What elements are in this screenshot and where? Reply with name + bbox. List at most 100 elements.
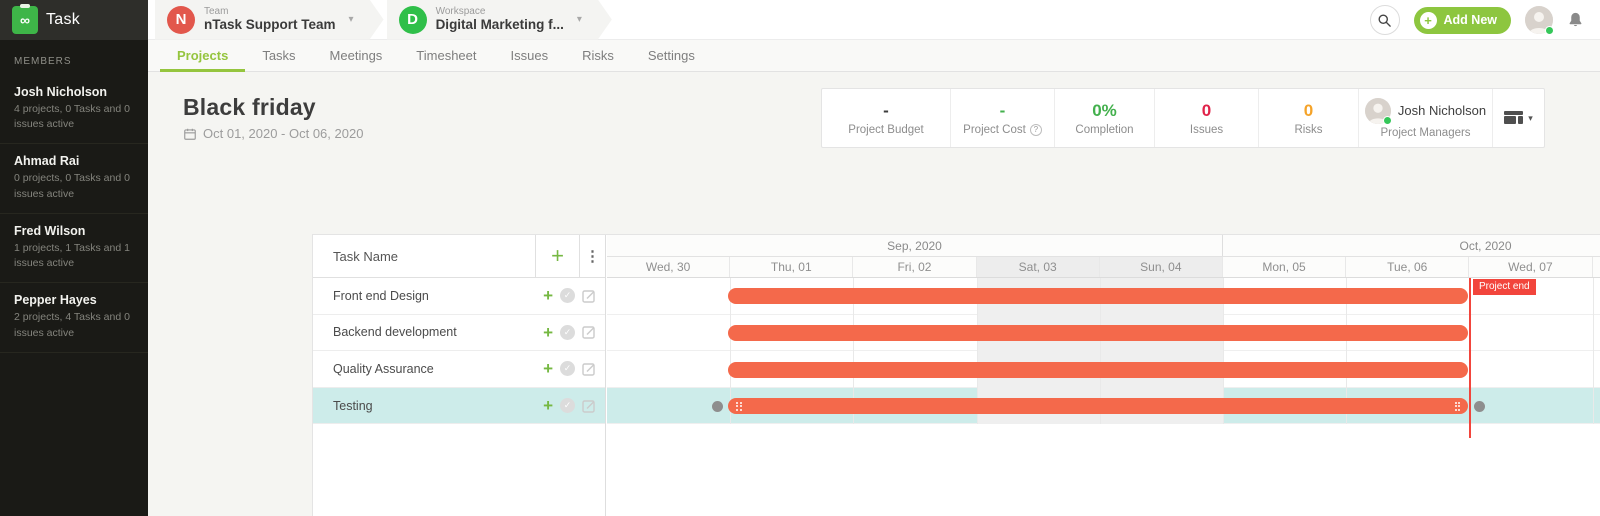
member-detail: 1 projects, 1 Tasks and 1 issues active [14, 241, 130, 270]
day-header-cell-weekend: Sun, 04 [1099, 257, 1223, 277]
edit-task-icon[interactable] [582, 325, 596, 340]
ntask-logo[interactable]: ∞ Task [0, 0, 148, 40]
complete-task-icon[interactable]: ✓ [560, 398, 575, 414]
gantt-menu-button[interactable]: ⋮ [579, 235, 605, 277]
add-new-label: Add New [1443, 13, 1497, 27]
stat-label: Project Budget [848, 123, 924, 136]
stat-label: Project Managers [1380, 126, 1471, 139]
tab-timesheet[interactable]: Timesheet [416, 48, 477, 63]
bar-link-handle-right[interactable] [1474, 400, 1485, 412]
member-list-item[interactable]: Pepper Hayes 2 projects, 4 Tasks and 0 i… [0, 283, 148, 353]
manager-name: Josh Nicholson [1397, 103, 1487, 118]
team-avatar: N [167, 6, 195, 34]
gantt-bar-front-end-design[interactable] [728, 288, 1468, 305]
day-header-cell: Fri, 02 [853, 257, 977, 277]
tab-projects[interactable]: Projects [160, 40, 246, 72]
team-selector[interactable]: N Team nTask Support Team ▾ [155, 0, 384, 40]
member-list-item[interactable]: Josh Nicholson 4 projects, 0 Tasks and 0… [0, 75, 148, 145]
timeline-month-header: Sep, 2020 Oct, 2020 [607, 235, 1600, 257]
help-icon[interactable]: ? [1029, 123, 1042, 136]
stat-value: 0 [1303, 100, 1314, 120]
gantt-task-panel-header: Task Name + ⋮ [313, 235, 605, 278]
page-title: Black friday [183, 94, 316, 120]
online-status-dot [1545, 26, 1554, 35]
user-avatar[interactable] [1525, 6, 1554, 35]
project-date-range: Oct 01, 2020 - Oct 06, 2020 [183, 126, 363, 141]
member-detail: 4 projects, 0 Tasks and 0 issues active [14, 103, 130, 131]
calendar-icon [184, 128, 196, 140]
task-row[interactable]: Quality Assurance + ✓ [313, 351, 605, 388]
online-status-dot [1382, 115, 1392, 125]
tab-issues[interactable]: Issues [510, 48, 549, 63]
gantt-chart: Task Name + ⋮ Front end Design + ✓ Backe… [312, 234, 1600, 516]
member-name: Josh Nicholson [14, 85, 108, 99]
members-section-label: MEMBERS [14, 56, 72, 67]
tab-risks[interactable]: Risks [582, 48, 614, 63]
edit-task-icon[interactable] [582, 399, 596, 413]
complete-task-icon[interactable]: ✓ [560, 361, 575, 377]
edit-task-icon[interactable] [582, 289, 596, 303]
add-subtask-icon[interactable]: + [543, 286, 553, 306]
add-task-button[interactable]: + [535, 235, 579, 277]
task-name: Testing [333, 398, 373, 413]
add-subtask-icon[interactable]: + [543, 396, 553, 416]
member-list-item[interactable]: Fred Wilson 1 projects, 1 Tasks and 1 is… [0, 214, 148, 284]
gantt-bar-quality-assurance[interactable] [728, 361, 1468, 378]
add-new-button[interactable]: + Add New [1413, 6, 1511, 34]
gantt-timeline: Sep, 2020 Oct, 2020 Wed, 30 Thu, 01 Fri,… [607, 235, 1600, 516]
workspace-selector[interactable]: D Workspace Digital Marketing f... ▾ [387, 0, 612, 40]
stat-label: Risks [1294, 123, 1323, 136]
team-name: nTask Support Team [204, 17, 336, 33]
workspace-tabs: Projects Tasks Meetings Timesheet Issues… [148, 40, 1600, 72]
complete-task-icon[interactable]: ✓ [560, 288, 575, 304]
member-list-item[interactable]: Ahmad Rai 0 projects, 0 Tasks and 0 issu… [0, 144, 148, 214]
search-icon [1378, 14, 1391, 27]
day-header-cell: Wed, 30 [607, 257, 731, 277]
member-name: Ahmad Rai [14, 154, 80, 169]
stat-value: - [883, 100, 889, 120]
search-button[interactable] [1369, 5, 1400, 35]
bar-resize-handle-left[interactable] [736, 401, 742, 411]
task-row[interactable]: Front end Design + ✓ [313, 278, 605, 315]
workspace-name: Digital Marketing f... [435, 17, 564, 33]
day-header-cell: Tue, 06 [1346, 257, 1470, 277]
day-header-cell-weekend: Sat, 03 [976, 257, 1100, 277]
add-subtask-icon[interactable]: + [543, 322, 553, 342]
add-subtask-icon[interactable]: + [543, 359, 553, 379]
notifications-button[interactable] [1567, 11, 1584, 29]
complete-task-icon[interactable]: ✓ [560, 324, 575, 340]
gantt-bar-backend-development[interactable] [728, 324, 1468, 341]
stat-label: Issues [1189, 123, 1224, 136]
chevron-down-icon: ▾ [348, 14, 354, 25]
bar-resize-handle-right[interactable] [1454, 401, 1460, 411]
stat-value: - [999, 100, 1006, 120]
bar-link-handle-left[interactable] [712, 400, 723, 412]
member-name: Fred Wilson [14, 223, 86, 238]
day-header-cell: Mon, 05 [1223, 257, 1347, 277]
logo-text: Task [46, 11, 81, 28]
task-row-actions: + ✓ [543, 397, 596, 414]
manager-avatar [1364, 97, 1392, 125]
topbar-actions: + Add New [1369, 0, 1584, 40]
stat-label: Completion [1075, 123, 1134, 136]
view-switcher-dropdown[interactable]: ▾ [1492, 89, 1544, 147]
stat-value: 0 [1201, 100, 1212, 120]
day-header-cell: Wed, 07 [1469, 257, 1593, 277]
layout-grid-icon [1504, 110, 1524, 126]
gantt-bar-testing-selected[interactable] [728, 398, 1468, 415]
tab-tasks[interactable]: Tasks [262, 48, 296, 63]
tab-settings[interactable]: Settings [647, 48, 695, 63]
ntask-logo-icon: ∞ [12, 4, 38, 34]
gantt-task-panel: Task Name + ⋮ Front end Design + ✓ Backe… [313, 235, 606, 516]
project-header: Black friday Oct 01, 2020 - Oct 06, 2020 [183, 94, 363, 141]
edit-task-icon[interactable] [582, 362, 596, 376]
stat-issues: 0 Issues [1154, 89, 1258, 147]
day-header-cell: Thu, 08 [1593, 257, 1600, 277]
project-stats-card: - Project Budget - Project Cost ? 0% Com… [821, 88, 1545, 148]
tab-meetings[interactable]: Meetings [329, 48, 383, 63]
project-end-line [1469, 278, 1471, 438]
task-row-selected[interactable]: Testing + ✓ [313, 387, 605, 425]
date-range-text: Oct 01, 2020 - Oct 06, 2020 [203, 126, 364, 141]
task-row[interactable]: Backend development + ✓ [313, 315, 605, 352]
